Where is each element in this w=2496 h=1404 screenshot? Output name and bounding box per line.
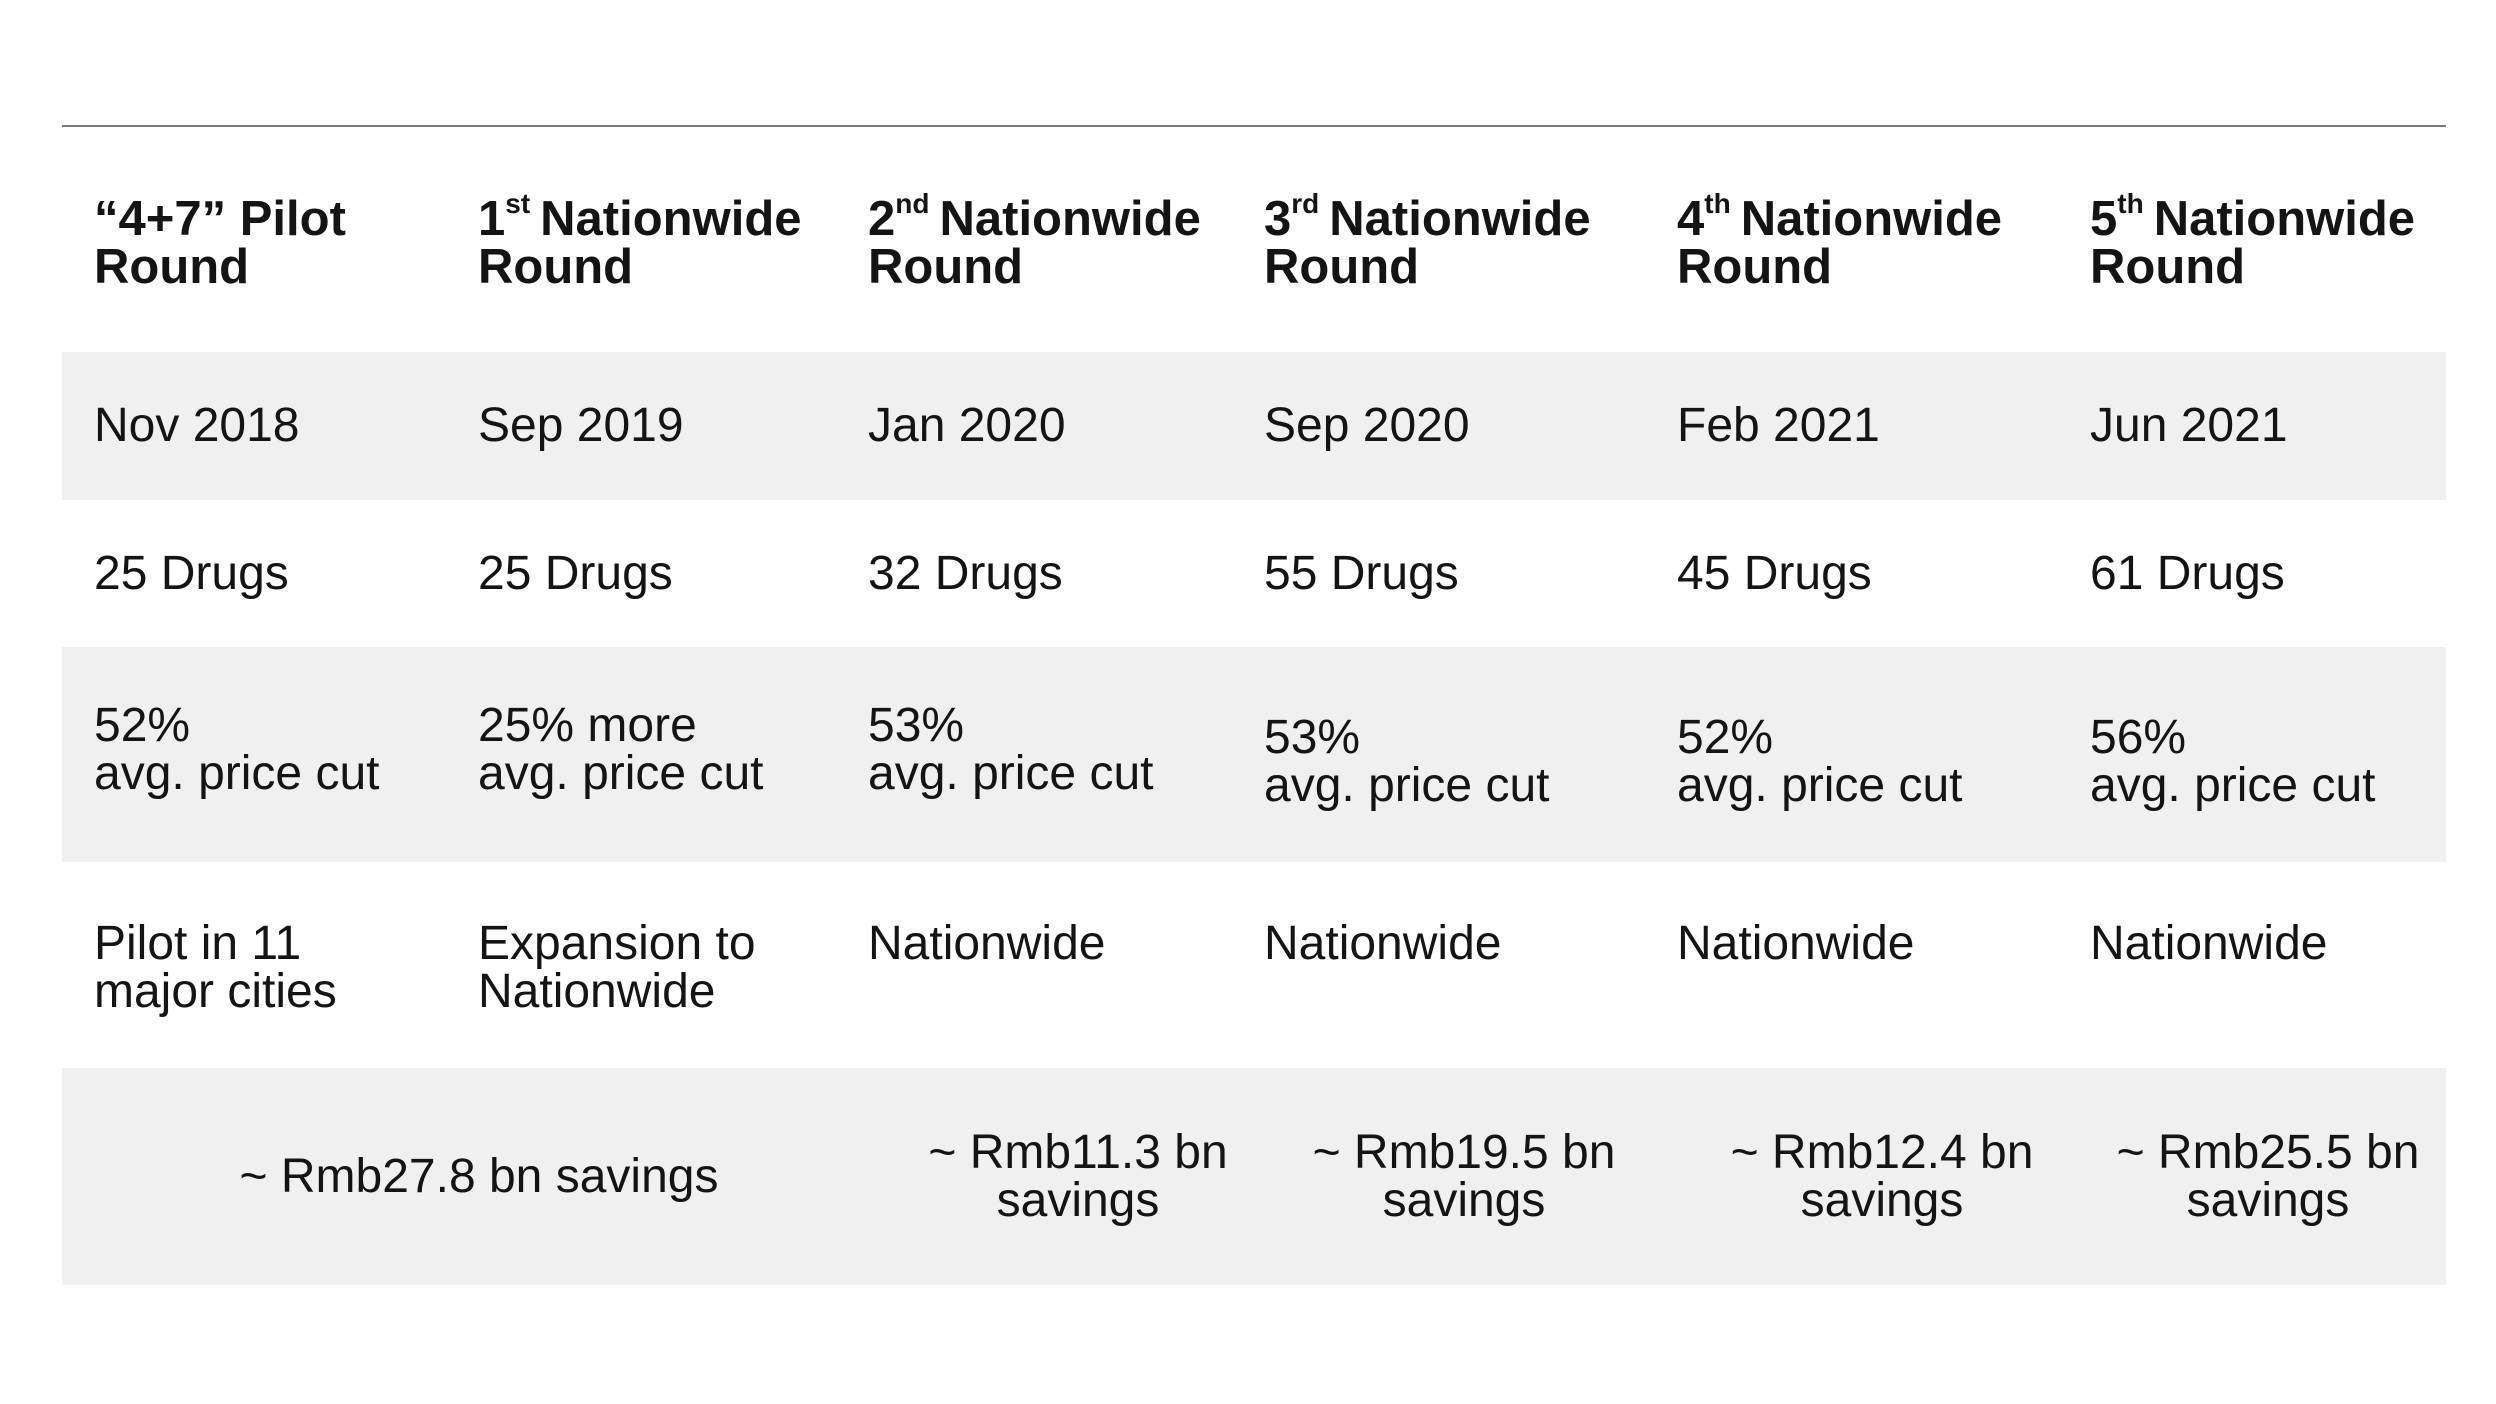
- price-cut-label: avg. price cut: [868, 747, 1154, 800]
- savings-cell: ~ Rmb19.5 bn savings: [1264, 1068, 1664, 1285]
- savings-amount: ~ Rmb25.5 bn: [2116, 1125, 2420, 1179]
- scope-cell: Nationwide: [868, 862, 1260, 1068]
- scope-line2: Nationwide: [478, 965, 716, 1018]
- price-cut-value: 53%: [1264, 711, 1361, 764]
- date-cell: Feb 2021: [1677, 399, 1880, 452]
- savings-cell: ~ Rmb12.4 bn savings: [1677, 1068, 2087, 1285]
- header-cell-round-2: 2nd Nationwide Round: [868, 127, 1260, 352]
- savings-label: savings: [1800, 1173, 1964, 1227]
- savings-amount: ~ Rmb19.5 bn: [1312, 1125, 1616, 1179]
- header-cell-round-1: 1st Nationwide Round: [478, 127, 863, 352]
- scope-line2: major cities: [94, 965, 337, 1018]
- header-ordinal-suffix: th: [2117, 188, 2144, 219]
- header-text-line2: Round: [94, 240, 250, 294]
- date-cell: Jun 2021: [2090, 399, 2288, 452]
- header-text: Nationwide: [1329, 192, 1591, 246]
- price-cut-cell: 53% avg. price cut: [868, 647, 1260, 862]
- scope-row: Pilot in 11 major cities Expansion to Na…: [62, 862, 2446, 1068]
- price-cut-row: 52% avg. price cut 25% more avg. price c…: [62, 647, 2446, 862]
- scope-cell: Pilot in 11 major cities: [94, 862, 474, 1068]
- price-cut-value: 25% more: [478, 699, 697, 752]
- header-ordinal-suffix: nd: [895, 188, 930, 219]
- header-ordinal: 5: [2090, 192, 2118, 246]
- savings-label: savings: [2186, 1173, 2350, 1227]
- price-cut-label: avg. price cut: [94, 747, 380, 800]
- drugs-cell: 61 Drugs: [2090, 546, 2285, 600]
- header-text: Nationwide: [1740, 192, 2003, 246]
- scope-line1: Nationwide: [2090, 917, 2328, 970]
- header-text: “4+7” Pilot: [94, 192, 346, 246]
- price-cut-value: 52%: [94, 699, 191, 752]
- date-row: Nov 2018 Sep 2019 Jan 2020 Sep 2020 Feb …: [62, 352, 2446, 500]
- price-cut-label: avg. price cut: [1677, 759, 1963, 812]
- scope-line1: Nationwide: [1677, 917, 1915, 970]
- top-divider: [62, 125, 2446, 127]
- drugs-cell: 25 Drugs: [94, 546, 289, 600]
- date-cell: Sep 2019: [478, 399, 684, 452]
- header-text-line2: Round: [2090, 240, 2246, 294]
- price-cut-cell: 25% more avg. price cut: [478, 647, 863, 862]
- price-cut-cell: 53% avg. price cut: [1264, 647, 1674, 862]
- procurement-rounds-table: “4+7” Pilot Round 1st Nationwide Round 2n…: [62, 127, 2446, 1285]
- header-row: “4+7” Pilot Round 1st Nationwide Round 2n…: [62, 127, 2446, 352]
- scope-line1: Nationwide: [1264, 917, 1502, 970]
- drugs-row: 25 Drugs 25 Drugs 32 Drugs 55 Drugs 45 D…: [62, 500, 2446, 647]
- savings-amount: ~ Rmb12.4 bn: [1730, 1125, 2034, 1179]
- drugs-cell: 55 Drugs: [1264, 546, 1459, 600]
- savings-amount: ~ Rmb11.3 bn: [928, 1125, 1228, 1179]
- price-cut-value: 56%: [2090, 711, 2187, 764]
- header-text-line2: Round: [1677, 240, 1833, 294]
- scope-cell: Nationwide: [1677, 862, 2087, 1068]
- date-cell: Sep 2020: [1264, 399, 1470, 452]
- header-text: Nationwide: [2153, 192, 2416, 246]
- header-text: Nationwide: [939, 192, 1201, 246]
- header-text-line2: Round: [1264, 240, 1420, 294]
- price-cut-cell: 56% avg. price cut: [2090, 647, 2446, 862]
- header-text-line2: Round: [478, 240, 634, 294]
- header-ordinal-suffix: th: [1704, 188, 1731, 219]
- price-cut-value: 53%: [868, 699, 965, 752]
- price-cut-value: 52%: [1677, 711, 1774, 764]
- scope-cell: Nationwide: [1264, 862, 1674, 1068]
- price-cut-label: avg. price cut: [478, 747, 764, 800]
- savings-row: ~ Rmb27.8 bn savings ~ Rmb11.3 bn saving…: [62, 1068, 2446, 1285]
- savings-cell-combined: ~ Rmb27.8 bn savings: [239, 1149, 719, 1203]
- header-ordinal-suffix: rd: [1291, 188, 1320, 219]
- header-ordinal-suffix: st: [505, 188, 531, 219]
- price-cut-cell: 52% avg. price cut: [94, 647, 474, 862]
- header-ordinal: 2: [868, 192, 896, 246]
- drugs-cell: 25 Drugs: [478, 546, 673, 600]
- date-cell: Nov 2018: [94, 399, 300, 452]
- header-ordinal: 3: [1264, 192, 1292, 246]
- header-cell-round-4: 4th Nationwide Round: [1677, 127, 2087, 352]
- drugs-cell: 32 Drugs: [868, 546, 1063, 600]
- header-ordinal: 1: [478, 192, 506, 246]
- scope-line1: Pilot in 11: [94, 917, 302, 970]
- savings-cell: ~ Rmb25.5 bn savings: [2090, 1068, 2446, 1285]
- header-ordinal: 4: [1677, 192, 1705, 246]
- scope-line1: Nationwide: [868, 917, 1106, 970]
- date-cell: Jan 2020: [868, 399, 1066, 452]
- price-cut-cell: 52% avg. price cut: [1677, 647, 2087, 862]
- scope-cell: Expansion to Nationwide: [478, 862, 863, 1068]
- savings-cell: ~ Rmb11.3 bn savings: [868, 1068, 1288, 1285]
- price-cut-label: avg. price cut: [2090, 759, 2376, 812]
- scope-cell: Nationwide: [2090, 862, 2446, 1068]
- header-cell-round-3: 3rd Nationwide Round: [1264, 127, 1674, 352]
- header-text-line2: Round: [868, 240, 1024, 294]
- savings-label: savings: [1382, 1173, 1546, 1227]
- header-text: Nationwide: [540, 192, 802, 246]
- price-cut-label: avg. price cut: [1264, 759, 1550, 812]
- header-cell-pilot: “4+7” Pilot Round: [94, 127, 474, 352]
- savings-label: savings: [996, 1173, 1160, 1227]
- drugs-cell: 45 Drugs: [1677, 546, 1872, 600]
- scope-line1: Expansion to: [478, 917, 756, 970]
- header-cell-round-5: 5th Nationwide Round: [2090, 127, 2446, 352]
